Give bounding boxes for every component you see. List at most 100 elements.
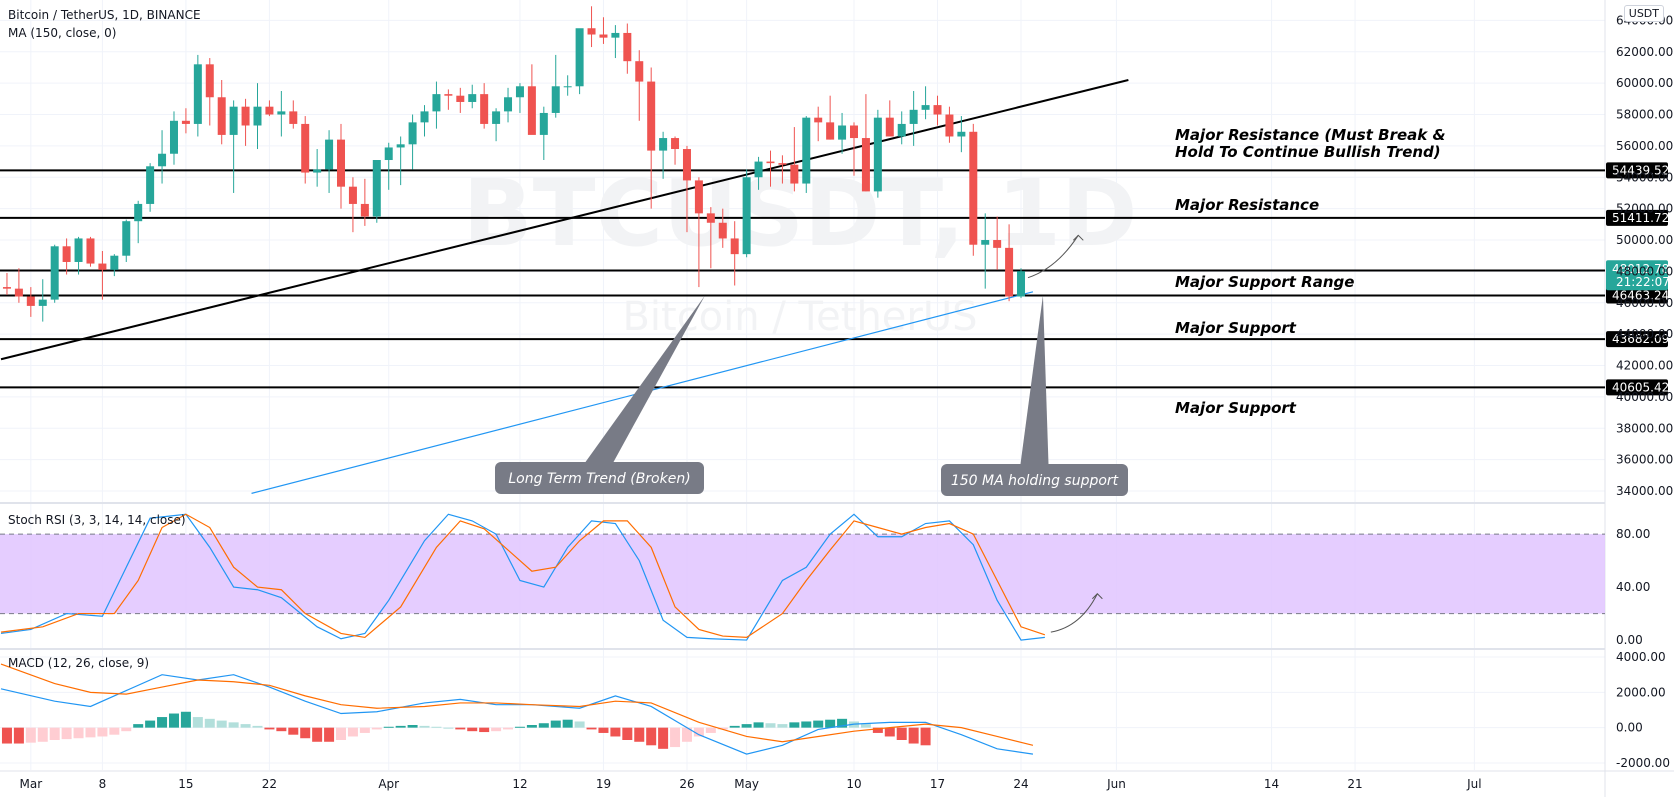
candle-body[interactable] <box>62 246 71 262</box>
callout-box[interactable] <box>495 462 704 494</box>
macd-label[interactable]: MACD (12, 26, close, 9) <box>8 656 150 670</box>
candle-body[interactable] <box>265 106 274 115</box>
candle-body[interactable] <box>945 114 954 137</box>
candle-body[interactable] <box>98 263 107 270</box>
candle-body[interactable] <box>253 106 262 126</box>
candle-body[interactable] <box>635 61 644 82</box>
candle-body[interactable] <box>515 86 524 98</box>
candle-body[interactable] <box>14 288 23 297</box>
candle-body[interactable] <box>611 32 620 38</box>
candle-body[interactable] <box>158 153 167 167</box>
candle-body[interactable] <box>933 105 942 115</box>
candle-body[interactable] <box>861 138 870 192</box>
candle-body[interactable] <box>146 166 155 204</box>
candle-body[interactable] <box>50 246 59 300</box>
symbol-title[interactable]: Bitcoin / TetherUS, 1D, BINANCE <box>8 8 201 22</box>
candle-body[interactable] <box>337 139 346 187</box>
candle-body[interactable] <box>623 32 632 62</box>
candle-body[interactable] <box>885 117 894 137</box>
candle-body[interactable] <box>325 139 334 170</box>
candle-body[interactable] <box>480 94 489 124</box>
candle-body[interactable] <box>408 122 417 145</box>
candle-body[interactable] <box>444 94 453 96</box>
candle-body[interactable] <box>205 64 214 98</box>
candle-body[interactable] <box>169 120 178 154</box>
candle-body[interactable] <box>814 117 823 123</box>
candle-body[interactable] <box>1017 271 1026 297</box>
candle-body[interactable] <box>396 144 405 148</box>
candle-body[interactable] <box>527 86 536 135</box>
candle-body[interactable] <box>754 161 763 178</box>
candle-body[interactable] <box>241 106 250 126</box>
stoch-d-line[interactable] <box>0 513 1046 639</box>
candle-body[interactable] <box>384 147 393 161</box>
candle-body[interactable] <box>682 149 691 181</box>
candle-body[interactable] <box>790 164 799 184</box>
candle-body[interactable] <box>575 28 584 87</box>
candle-body[interactable] <box>742 177 751 255</box>
candle-body[interactable] <box>122 221 131 256</box>
ma-indicator-label[interactable]: MA (150, close, 0) <box>8 26 117 40</box>
candle-body[interactable] <box>289 111 298 124</box>
candle-body[interactable] <box>981 240 990 245</box>
candle-body[interactable] <box>74 238 83 262</box>
candle-body[interactable] <box>468 94 477 102</box>
candle-body[interactable] <box>456 95 465 102</box>
candle-body[interactable] <box>134 203 143 222</box>
candle-body[interactable] <box>551 86 560 113</box>
candle-body[interactable] <box>360 203 369 217</box>
candle-body[interactable] <box>921 105 930 110</box>
candle-body[interactable] <box>838 125 847 140</box>
candle-body[interactable] <box>849 125 858 139</box>
macd-histogram-bar <box>371 727 382 730</box>
candle-body[interactable] <box>86 238 95 264</box>
candle-body[interactable] <box>229 106 238 135</box>
candle-body[interactable] <box>348 186 357 204</box>
candle-body[interactable] <box>193 64 202 124</box>
candle-body[interactable] <box>957 131 966 137</box>
currency-badge[interactable]: USDT <box>1623 5 1664 22</box>
candle-body[interactable] <box>492 111 501 124</box>
candle-body[interactable] <box>766 161 775 164</box>
candle-body[interactable] <box>802 117 811 184</box>
candle-body[interactable] <box>420 111 429 123</box>
candle-body[interactable] <box>432 94 441 112</box>
candle-body[interactable] <box>2 287 11 289</box>
candle-body[interactable] <box>730 238 739 255</box>
long-term-trendline[interactable] <box>0 79 1129 361</box>
candle-body[interactable] <box>587 28 596 35</box>
candle-body[interactable] <box>826 122 835 140</box>
candle-body[interactable] <box>1005 247 1014 297</box>
candle-body[interactable] <box>277 111 286 115</box>
candle-body[interactable] <box>694 180 703 214</box>
candle-body[interactable] <box>659 138 668 151</box>
candle-body[interactable] <box>372 160 381 217</box>
candle-body[interactable] <box>778 163 787 165</box>
candle-body[interactable] <box>873 117 882 192</box>
stoch-k-line[interactable] <box>0 513 1045 641</box>
stoch-rsi-label[interactable]: Stoch RSI (3, 3, 14, 14, close) <box>8 513 186 527</box>
candle-body[interactable] <box>706 213 715 223</box>
candle-body[interactable] <box>539 112 548 135</box>
candle-body[interactable] <box>110 255 119 270</box>
callout-box[interactable] <box>941 464 1128 496</box>
candle-body[interactable] <box>313 169 322 173</box>
candle-body[interactable] <box>563 86 572 88</box>
candle-body[interactable] <box>181 120 190 124</box>
candle-body[interactable] <box>993 240 1002 248</box>
candle-body[interactable] <box>647 81 656 151</box>
candle-body[interactable] <box>26 296 35 306</box>
candle-body[interactable] <box>599 34 608 38</box>
candle-body[interactable] <box>718 222 727 239</box>
candle-body[interactable] <box>301 123 310 173</box>
macd-macd-line[interactable] <box>0 674 1034 755</box>
candle-body[interactable] <box>897 123 906 137</box>
candle-body[interactable] <box>38 299 47 306</box>
candle-body[interactable] <box>969 131 978 245</box>
candle-body[interactable] <box>909 109 918 124</box>
macd-signal-line[interactable] <box>0 663 1034 746</box>
candle-body[interactable] <box>671 138 680 150</box>
candle-body[interactable] <box>504 97 513 112</box>
candle-body[interactable] <box>217 97 226 135</box>
